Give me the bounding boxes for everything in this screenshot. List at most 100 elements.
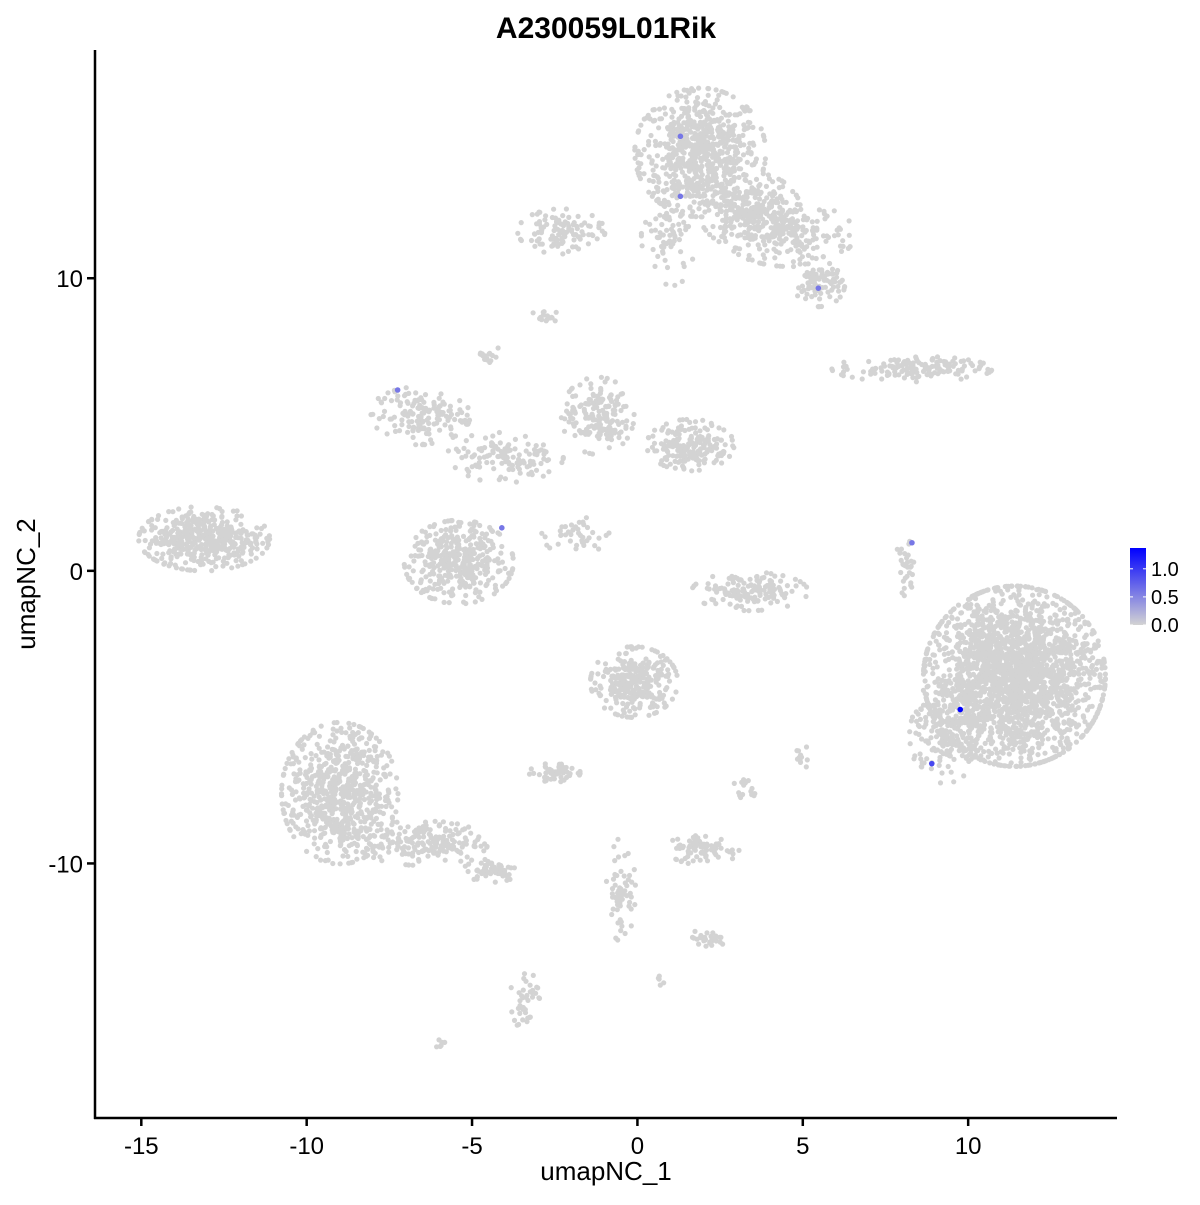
cell-point <box>608 398 615 404</box>
cell-point <box>385 390 391 396</box>
cell-point <box>473 519 479 525</box>
cell-point <box>705 581 711 587</box>
cell-point <box>847 244 853 250</box>
cell-point <box>219 513 225 520</box>
cell-point <box>1010 746 1016 753</box>
cell-point <box>897 550 903 556</box>
cell-point <box>641 171 647 177</box>
cell-point <box>476 594 482 600</box>
cell-point <box>649 193 655 199</box>
cell-point <box>776 185 782 191</box>
cell-point <box>248 551 254 557</box>
cell-point <box>682 106 688 112</box>
cell-point <box>410 403 416 409</box>
cell-point <box>1075 626 1082 633</box>
cell-point <box>689 178 695 184</box>
cell-point <box>166 550 172 556</box>
cell-point <box>664 227 670 233</box>
cell-point <box>457 583 464 589</box>
cell-point <box>665 125 671 131</box>
cell-point <box>1091 717 1097 724</box>
chart-title: A230059L01Rik <box>496 12 716 45</box>
cell-point <box>426 407 433 413</box>
cell-point <box>484 581 490 587</box>
cell-point <box>589 232 595 238</box>
cell-point <box>461 599 467 605</box>
cell-point <box>462 556 468 562</box>
cell-point <box>492 582 498 588</box>
cell-point <box>510 466 516 473</box>
cell-point <box>590 413 596 419</box>
cell-point <box>639 243 645 249</box>
cell-point <box>452 433 459 439</box>
cell-point <box>537 241 543 247</box>
cell-point <box>1050 744 1056 751</box>
cell-point <box>534 211 540 217</box>
cell-point <box>745 234 751 240</box>
cell-point <box>577 382 583 388</box>
cell-point <box>158 535 164 541</box>
cell-point <box>830 271 836 277</box>
cell-point <box>669 155 676 161</box>
cell-point <box>188 504 194 510</box>
cell-point <box>573 232 579 238</box>
cell-point <box>831 208 837 214</box>
cell-point <box>562 416 568 422</box>
cell-point <box>714 97 720 103</box>
cell-point <box>998 601 1004 607</box>
cell-point <box>467 528 473 534</box>
cell-point <box>774 263 780 269</box>
cell-point <box>780 573 786 579</box>
cell-point <box>413 390 419 396</box>
cell-point <box>1002 583 1008 590</box>
cell-point <box>1072 618 1079 624</box>
cell-point <box>184 529 190 536</box>
cell-point <box>1072 712 1078 718</box>
cell-point <box>656 179 662 185</box>
cell-point <box>955 622 961 629</box>
cell-point <box>837 279 843 285</box>
cell-point <box>943 630 950 636</box>
cell-point <box>760 171 766 177</box>
cell-point <box>1042 750 1048 756</box>
cell-point <box>721 165 727 172</box>
cell-point <box>472 599 478 605</box>
cell-point <box>763 220 769 226</box>
cell-point <box>252 535 258 541</box>
cell-point <box>197 521 203 527</box>
cell-point <box>1034 683 1040 690</box>
cell-point <box>767 191 773 197</box>
cell-point <box>718 181 724 187</box>
cell-point <box>715 125 722 131</box>
cell-point <box>509 551 515 557</box>
cell-point <box>438 391 444 397</box>
cell-point <box>1072 633 1078 639</box>
cell-point <box>763 183 770 189</box>
cell-point <box>413 534 419 541</box>
cell-point <box>653 142 659 149</box>
cell-point <box>964 374 970 380</box>
cell-point <box>669 106 675 112</box>
cell-point <box>405 429 411 435</box>
cell-point <box>423 430 430 437</box>
cell-point <box>606 445 612 451</box>
cell-point <box>659 427 665 433</box>
cell-point <box>254 546 260 552</box>
cell-point <box>1054 627 1060 634</box>
cell-point <box>793 192 799 198</box>
cell-point <box>467 521 473 527</box>
cell-point <box>566 214 572 220</box>
cell-point <box>453 573 460 579</box>
cell-point <box>650 178 656 184</box>
cell-point <box>443 527 449 533</box>
cell-point <box>793 208 800 214</box>
cell-point <box>563 206 570 212</box>
cell-point <box>999 654 1005 660</box>
cell-point <box>448 424 454 430</box>
cell-point <box>231 552 237 558</box>
cell-point <box>480 552 486 558</box>
cell-point <box>179 534 185 540</box>
cell-point <box>1061 610 1068 616</box>
cell-point <box>413 442 419 448</box>
cell-point <box>1080 697 1086 703</box>
